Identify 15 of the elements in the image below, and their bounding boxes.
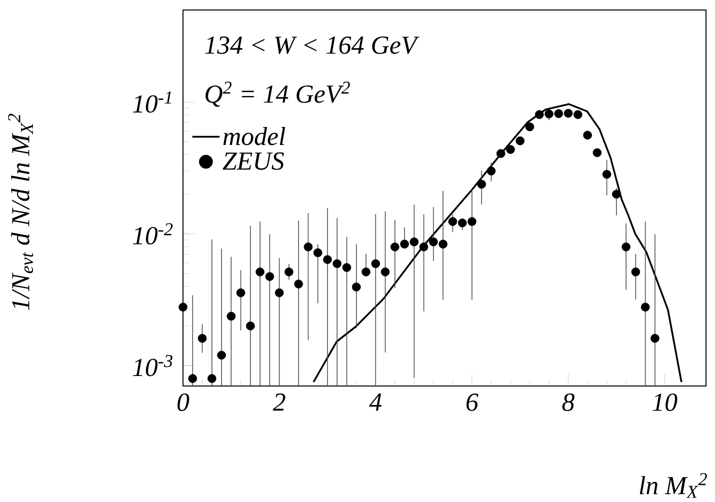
x-tick-label: 2: [272, 394, 286, 411]
y-tick-label: 10$^{-2}$: [132, 223, 173, 244]
y-tick-label: 10$^{-1}$: [132, 91, 172, 113]
x-axis-title: ln M$_{X}$2: [640, 473, 707, 498]
x-tick-label: 6: [466, 394, 478, 411]
x-tick-label: 0: [178, 394, 190, 411]
annotation: Q$^{2}$ = 14 GeV$^{2}$: [206, 82, 350, 107]
x-tick-label: 4: [369, 394, 382, 411]
legend-label: model: [223, 126, 286, 146]
x-tick-label: 8: [562, 394, 574, 411]
legend-label: ZEUS: [222, 152, 284, 170]
x-tick-label: 10: [652, 394, 678, 411]
annotation: 134 < W < 164 GeV: [205, 36, 420, 54]
y-axis-title: 1/N$_{evt}$ d N/d ln M$_{X}$2: [8, 114, 34, 310]
y-tick-label: 10$^{-3}$: [132, 354, 172, 376]
